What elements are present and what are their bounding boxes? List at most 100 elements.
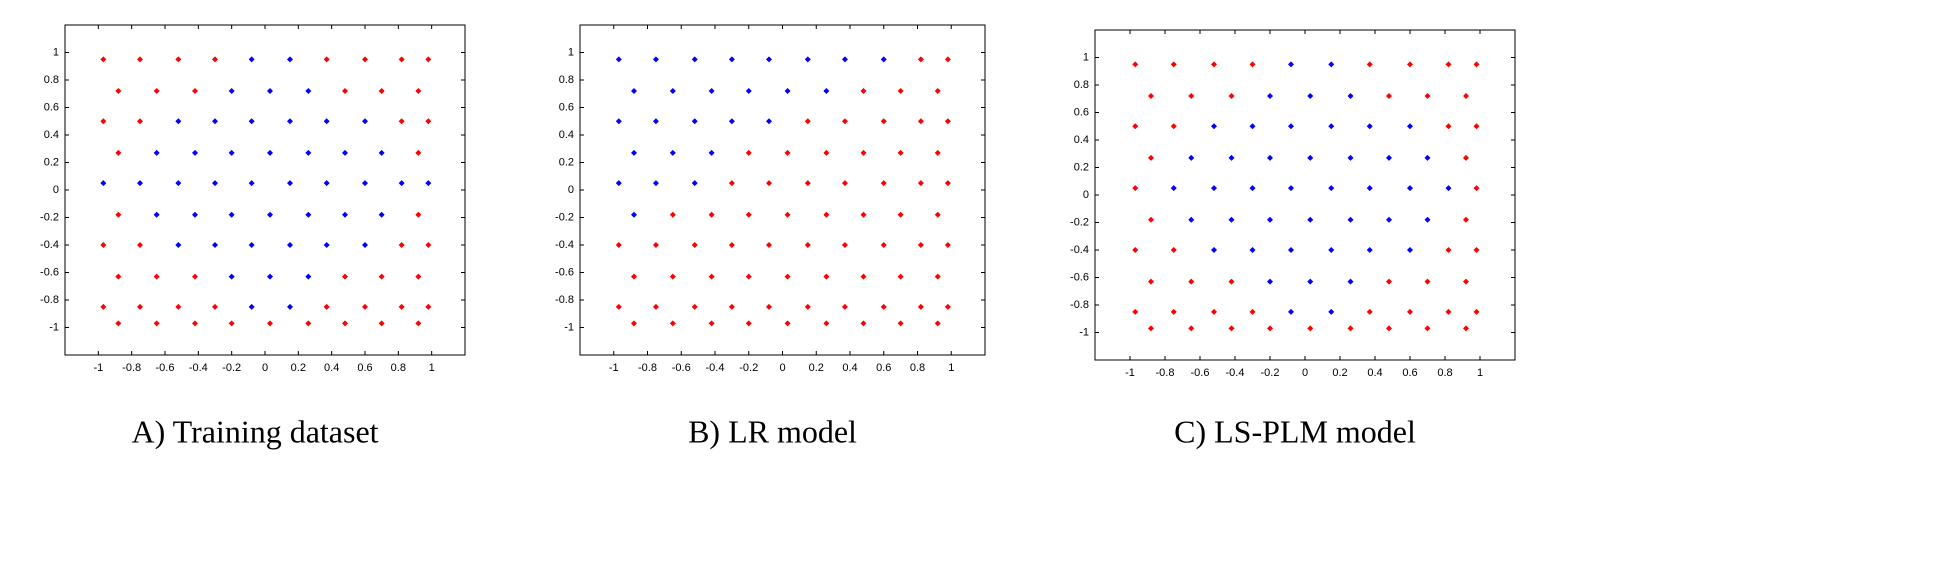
- scatter-point: [212, 118, 218, 125]
- scatter-point: [305, 320, 312, 327]
- scatter-point: [841, 118, 848, 125]
- scatter-point: [425, 303, 432, 310]
- scatter-point: [631, 211, 637, 218]
- scatter-point: [153, 273, 160, 280]
- scatter-point: [305, 88, 312, 94]
- scatter-point: [944, 180, 951, 187]
- scatter-point: [267, 149, 273, 156]
- x-tick-label: 0.6: [357, 362, 372, 374]
- scatter-point: [841, 242, 848, 248]
- scatter-point: [1445, 185, 1452, 192]
- scatter-point: [784, 88, 791, 94]
- plot-frame: [579, 24, 986, 356]
- scatter-point: [248, 56, 255, 63]
- scatter-point: [287, 56, 293, 63]
- scatter-point: [305, 149, 312, 156]
- scatter-point: [669, 320, 676, 327]
- scatter-point: [897, 320, 904, 327]
- y-tick-label: 0.6: [44, 101, 59, 113]
- y-tick-label: -0.8: [40, 294, 59, 306]
- scatter-point: [917, 118, 924, 125]
- scatter-point: [1386, 325, 1392, 332]
- scatter-point: [362, 303, 368, 310]
- x-tick-label: 0.4: [324, 362, 339, 374]
- scatter-point: [784, 320, 791, 327]
- scatter-point: [804, 242, 811, 248]
- y-tick-label: 0.2: [1074, 161, 1089, 173]
- y-tick-label: -0.8: [1070, 299, 1089, 311]
- scatter-point: [1463, 154, 1469, 161]
- scatter-point: [766, 303, 772, 310]
- x-tick-label: 1: [429, 362, 435, 374]
- y-tick-label: 1: [568, 46, 574, 58]
- y-tick-label: 1: [53, 46, 59, 58]
- scatter-point: [1347, 154, 1354, 161]
- y-tick-label: 0.8: [559, 74, 574, 86]
- scatter-point: [362, 56, 368, 63]
- scatter-point: [415, 273, 422, 280]
- scatter-point: [287, 303, 293, 310]
- y-tick-label: 0.4: [559, 129, 574, 141]
- scatter-point: [192, 211, 198, 218]
- scatter-point: [1267, 278, 1273, 285]
- scatter-point: [378, 273, 385, 280]
- scatter-point: [398, 56, 405, 63]
- y-tick-label: 0.6: [1074, 106, 1089, 118]
- plot-frame: [64, 24, 466, 356]
- scatter-point: [766, 56, 772, 63]
- scatter-point: [1267, 93, 1273, 99]
- scatter-point: [804, 56, 811, 63]
- scatter-point: [745, 149, 752, 156]
- scatter-point: [267, 88, 273, 94]
- scatter-point: [1211, 61, 1217, 68]
- scatter-point: [378, 320, 385, 327]
- scatter-point: [897, 149, 904, 156]
- scatter-point: [1366, 308, 1373, 315]
- scatter-point: [248, 303, 255, 310]
- scatter-point: [917, 180, 924, 187]
- x-tick-label: 0: [262, 362, 268, 374]
- scatter-point: [1463, 325, 1469, 332]
- scatter-point: [1407, 185, 1413, 192]
- scatter-point: [745, 320, 752, 327]
- x-tick-label: -0.6: [1191, 367, 1210, 379]
- scatter-point: [323, 180, 330, 187]
- x-tick-label: 0: [1302, 367, 1308, 379]
- y-tick-label: 0.4: [44, 129, 59, 141]
- scatter-point: [1211, 308, 1217, 315]
- scatter-point: [1148, 325, 1154, 332]
- scatter-point: [1407, 247, 1413, 253]
- scatter-point: [860, 211, 867, 218]
- scatter-point: [1328, 123, 1335, 130]
- scatter-point: [669, 273, 676, 280]
- scatter-point: [841, 56, 848, 63]
- scatter-point: [944, 303, 951, 310]
- scatter-point: [728, 242, 735, 248]
- scatter-point: [1170, 123, 1177, 130]
- y-tick-label: 0: [53, 184, 59, 196]
- scatter-point: [860, 273, 867, 280]
- x-tick-label: -0.6: [156, 362, 175, 374]
- scatter-point: [175, 56, 182, 63]
- chart-caption: A) Training dataset: [131, 413, 378, 449]
- scatter-point: [323, 242, 330, 248]
- x-tick-label: 0.8: [1437, 367, 1452, 379]
- scatter-point: [823, 320, 830, 327]
- y-tick-label: 0.6: [559, 101, 574, 113]
- scatter-point: [728, 118, 735, 125]
- scatter-point: [1170, 247, 1177, 253]
- scatter-point: [631, 320, 637, 327]
- scatter-point: [1267, 325, 1273, 332]
- scatter-point: [1366, 61, 1373, 68]
- scatter-point: [228, 211, 235, 218]
- scatter-point: [228, 88, 235, 94]
- scatter-point: [631, 273, 637, 280]
- y-tick-label: -1: [49, 321, 59, 333]
- y-tick-label: -0.6: [1070, 271, 1089, 283]
- y-tick-label: -0.2: [1070, 216, 1089, 228]
- scatter-point: [100, 56, 107, 63]
- scatter-point: [1267, 154, 1273, 161]
- scatter-point: [1424, 93, 1431, 99]
- scatter-point: [1288, 308, 1294, 315]
